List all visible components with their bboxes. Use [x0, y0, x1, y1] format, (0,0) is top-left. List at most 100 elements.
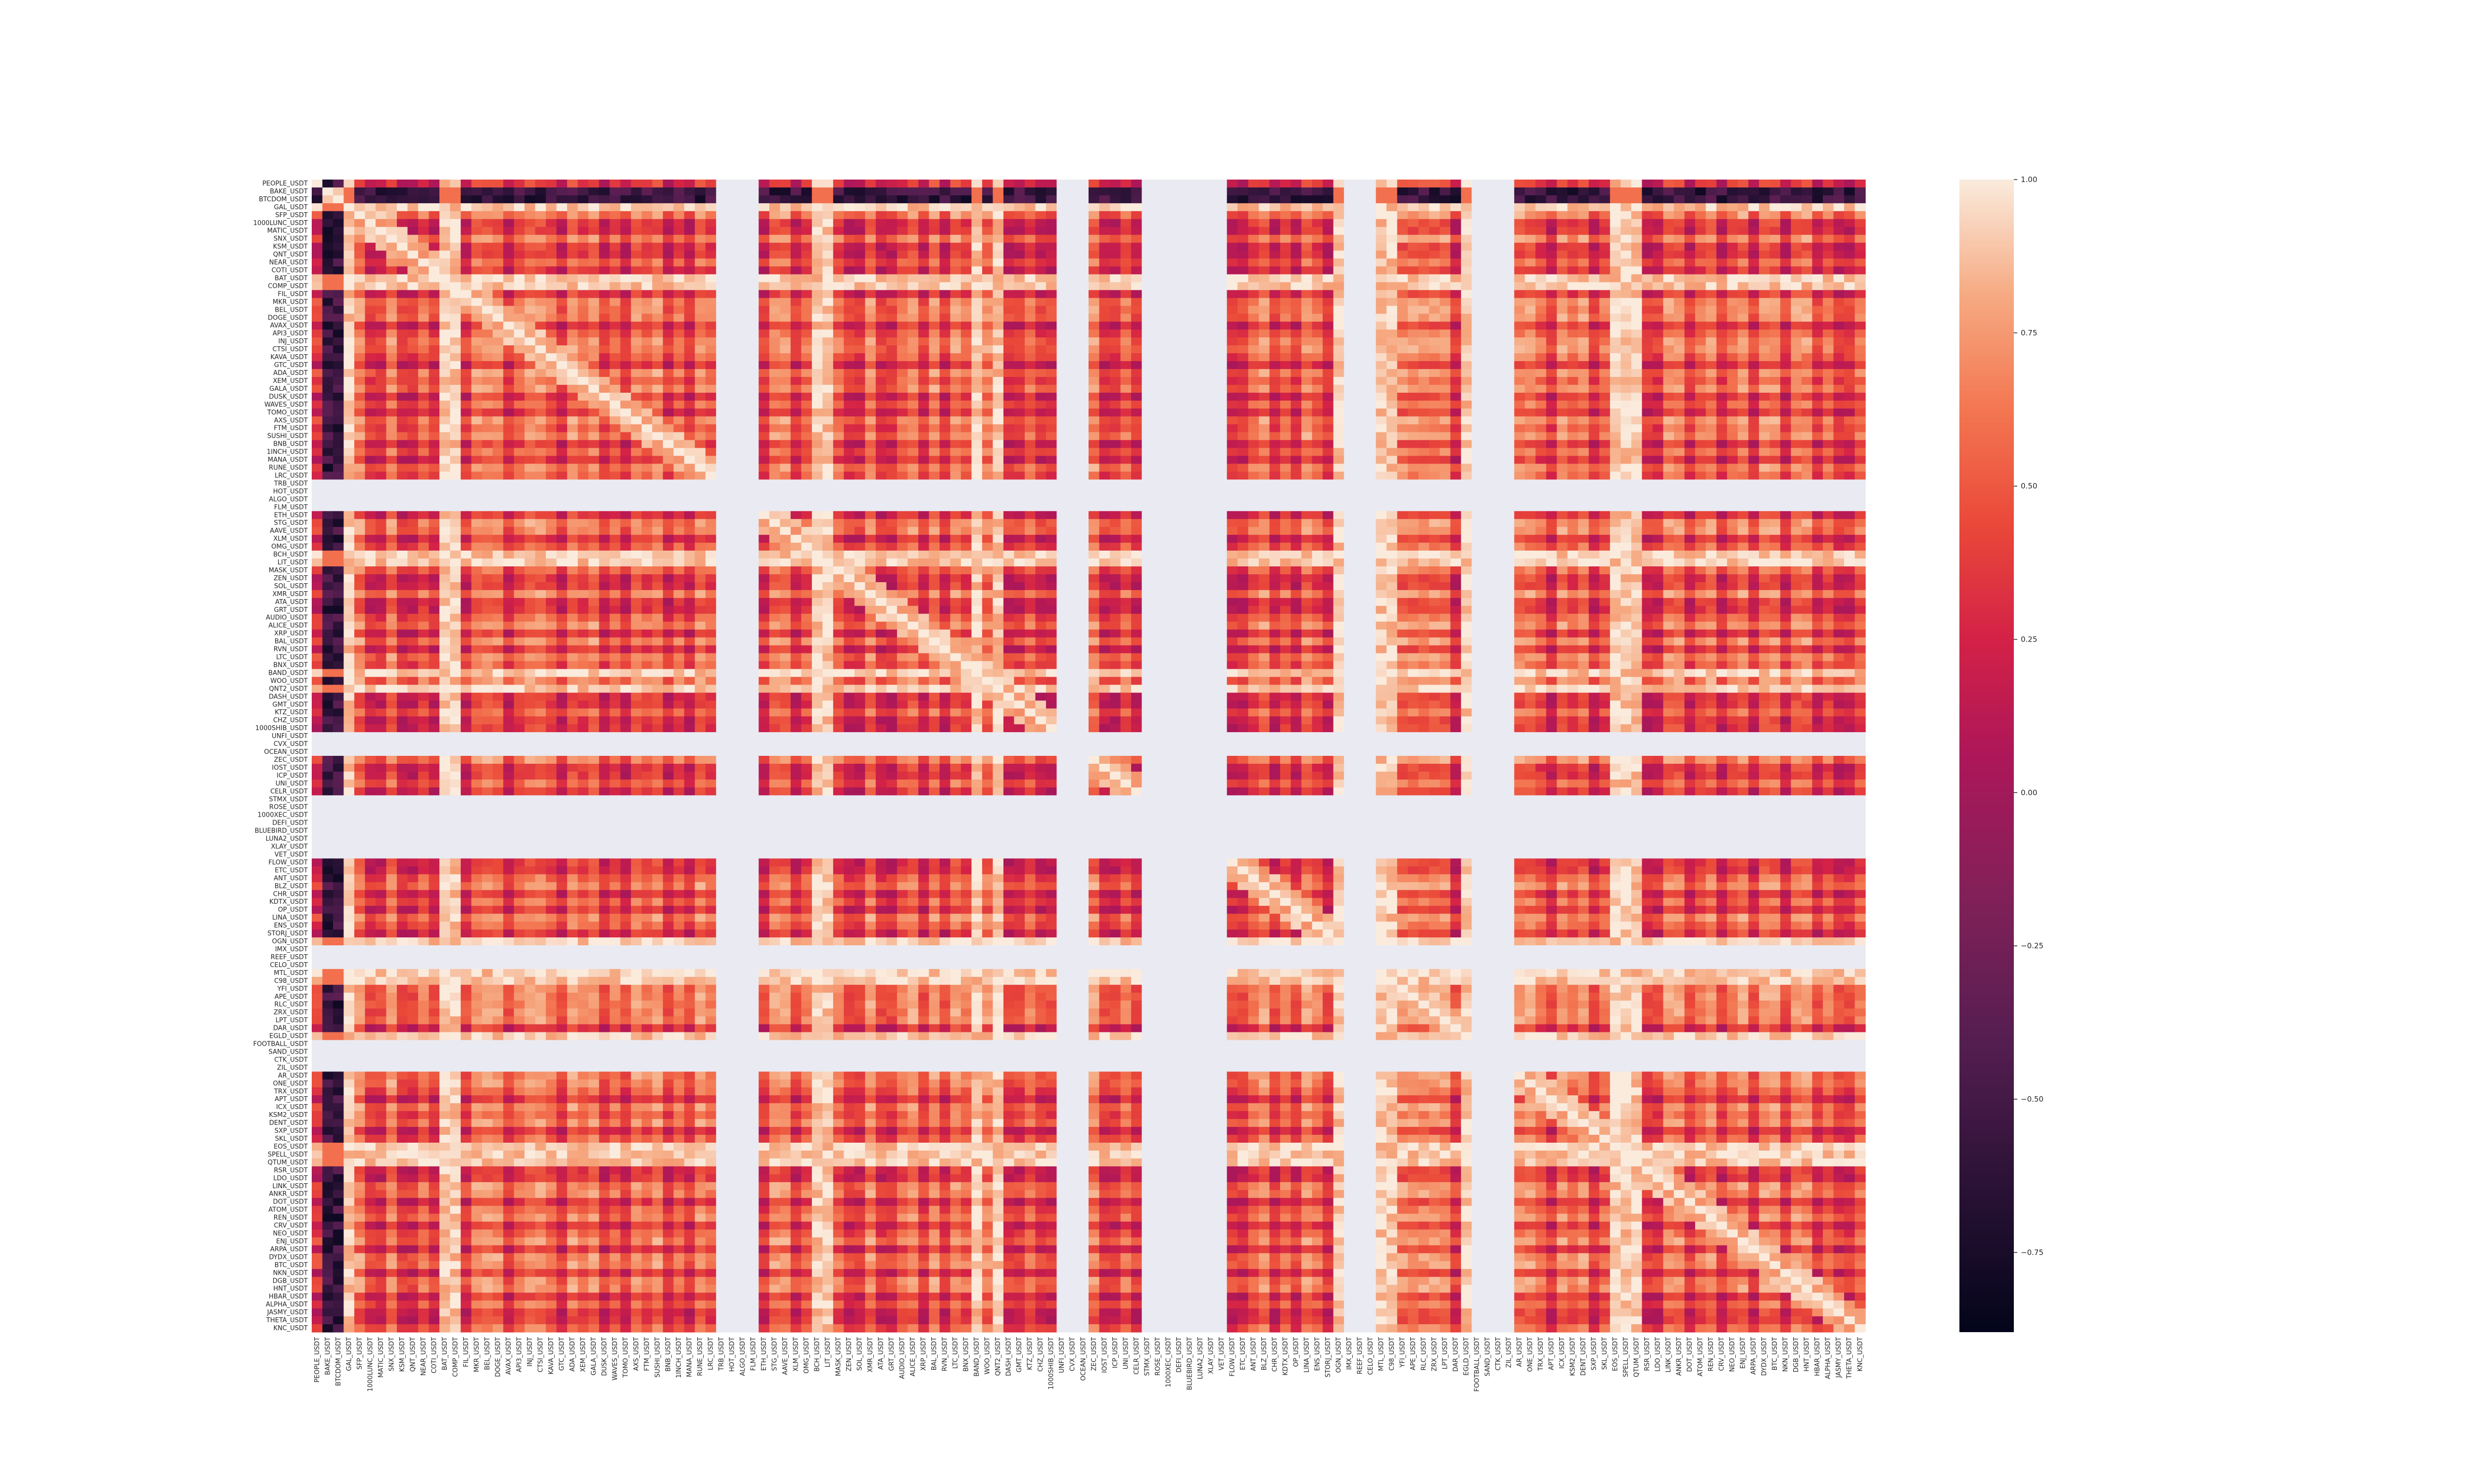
heatmap-cell	[397, 211, 408, 220]
heatmap-cell	[524, 219, 536, 228]
heatmap-cell	[801, 353, 812, 362]
heatmap-cell	[1801, 416, 1813, 425]
heatmap-cell	[737, 242, 749, 251]
heatmap-cell	[1344, 180, 1355, 188]
heatmap-cell	[716, 180, 727, 188]
heatmap-cell	[726, 337, 738, 346]
heatmap-cell	[450, 424, 461, 433]
heatmap-cell	[343, 329, 355, 338]
heatmap-cell	[620, 416, 631, 425]
heatmap-cell	[897, 290, 908, 298]
heatmap-cell	[1014, 384, 1025, 393]
heatmap-cell	[1152, 250, 1164, 259]
heatmap-cell	[631, 180, 642, 188]
heatmap-cell	[918, 250, 929, 259]
heatmap-cell	[1099, 384, 1110, 393]
heatmap-cell	[748, 219, 759, 228]
heatmap-cell	[993, 384, 1004, 393]
heatmap-cell	[1737, 424, 1749, 433]
heatmap-cell	[1557, 227, 1568, 235]
heatmap-cell	[482, 250, 493, 259]
heatmap-cell	[1610, 242, 1621, 251]
heatmap-cell	[1227, 337, 1238, 346]
heatmap-cell	[1514, 392, 1525, 401]
heatmap-cell	[1376, 290, 1387, 298]
heatmap-cell	[759, 329, 770, 338]
heatmap-cell	[833, 392, 844, 401]
heatmap-cell	[1844, 314, 1856, 322]
heatmap-cell	[1737, 432, 1749, 441]
heatmap-cell	[1684, 416, 1696, 425]
heatmap-cell	[1067, 290, 1079, 298]
heatmap-cell	[726, 322, 738, 330]
heatmap-cell	[1706, 282, 1717, 291]
heatmap-cell	[1397, 195, 1408, 204]
heatmap-cell	[1567, 432, 1578, 441]
heatmap-cell	[737, 392, 749, 401]
heatmap-cell	[333, 298, 344, 306]
heatmap-cell	[801, 392, 812, 401]
heatmap-cell	[1684, 322, 1696, 330]
heatmap-cell	[1610, 353, 1621, 362]
heatmap-cell	[833, 203, 844, 212]
heatmap-cell	[1652, 322, 1664, 330]
heatmap-cell	[556, 227, 568, 235]
heatmap-cell	[1269, 416, 1281, 425]
heatmap-cell	[333, 266, 344, 275]
heatmap-cell	[1482, 376, 1493, 385]
heatmap-cell	[1716, 250, 1728, 259]
heatmap-cell	[1673, 424, 1685, 433]
heatmap-cell	[918, 274, 929, 283]
heatmap-cell	[461, 187, 472, 196]
heatmap-cell	[1588, 282, 1600, 291]
heatmap-cell	[716, 369, 727, 377]
heatmap-cell	[461, 195, 472, 204]
heatmap-cell	[982, 384, 994, 393]
heatmap-cell	[960, 337, 972, 346]
heatmap-cell	[1642, 187, 1653, 196]
heatmap-cell	[1748, 424, 1760, 433]
heatmap-cell	[1482, 369, 1493, 377]
heatmap-cell	[1472, 298, 1483, 306]
heatmap-cell	[556, 369, 568, 377]
heatmap-cell	[588, 448, 600, 457]
heatmap-cell	[1557, 369, 1568, 377]
heatmap-cell	[312, 180, 323, 188]
heatmap-cell	[1855, 432, 1866, 441]
heatmap-cell	[1046, 298, 1057, 306]
heatmap-cell	[386, 392, 397, 401]
heatmap-cell	[1323, 266, 1334, 275]
heatmap-cell	[695, 219, 706, 228]
heatmap-cell	[1323, 432, 1334, 441]
heatmap-cell	[1408, 298, 1419, 306]
heatmap-cell	[780, 266, 791, 275]
heatmap-cell	[1195, 180, 1206, 188]
heatmap-cell	[950, 345, 961, 354]
heatmap-cell	[726, 416, 738, 425]
heatmap-cell	[737, 376, 749, 385]
heatmap-cell	[620, 432, 631, 441]
heatmap-cell	[875, 424, 887, 433]
heatmap-cell	[620, 337, 631, 346]
heatmap-cell	[759, 384, 770, 393]
heatmap-cell	[312, 408, 323, 417]
heatmap-cell	[1514, 337, 1525, 346]
heatmap-cell	[567, 250, 578, 259]
heatmap-cell	[1014, 361, 1025, 370]
heatmap-cell	[365, 290, 376, 298]
heatmap-cell	[620, 322, 631, 330]
heatmap-cell	[1482, 361, 1493, 370]
heatmap-cell	[1673, 306, 1685, 314]
heatmap-cell	[1110, 227, 1121, 235]
heatmap-cell	[652, 345, 664, 354]
heatmap-cell	[354, 250, 366, 259]
heatmap-cell	[1546, 376, 1557, 385]
heatmap-cell	[1089, 250, 1100, 259]
heatmap-cell	[960, 187, 972, 196]
heatmap-cell	[780, 408, 791, 417]
heatmap-cell	[673, 227, 685, 235]
heatmap-cell	[684, 298, 695, 306]
heatmap-cell	[1035, 195, 1047, 204]
heatmap-cell	[982, 219, 994, 228]
heatmap-cell	[1812, 250, 1823, 259]
